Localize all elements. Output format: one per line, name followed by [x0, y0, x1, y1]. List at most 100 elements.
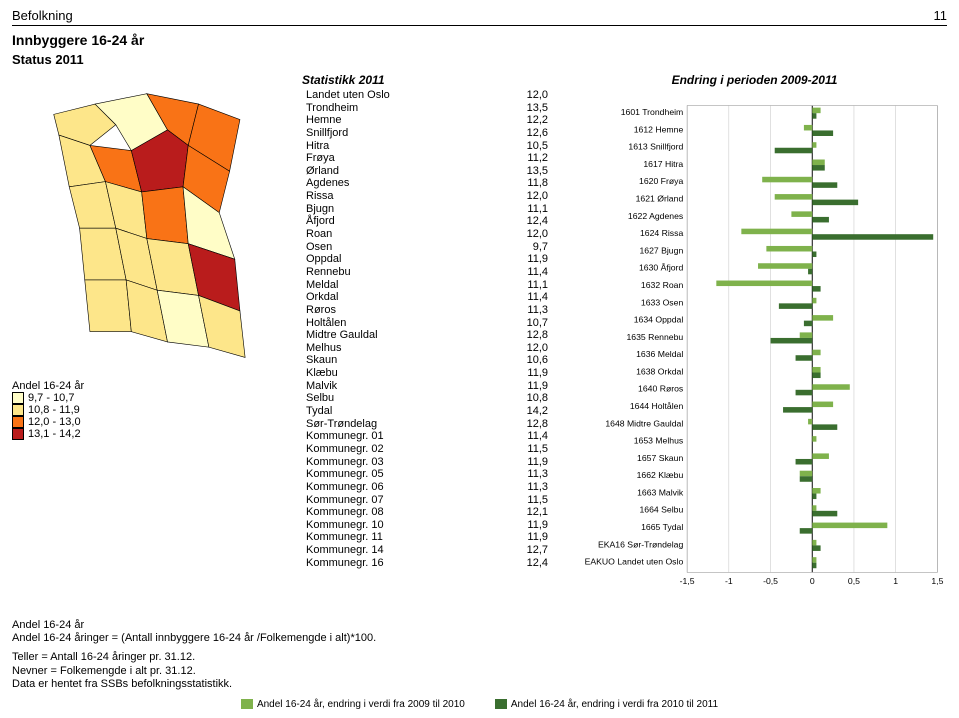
bar-s1 [791, 211, 812, 217]
table-row: Kommunegr. 0511,3 [302, 468, 552, 481]
svg-text:1,5: 1,5 [931, 576, 943, 586]
bar-s2 [812, 494, 816, 500]
svg-text:-1: -1 [725, 576, 733, 586]
stat-value: 12,0 [491, 228, 552, 241]
chart-category-label: 1635 Rennebu [626, 332, 683, 342]
table-row: Kommunegr. 1111,9 [302, 531, 552, 544]
stat-name: Rennebu [302, 266, 491, 279]
svg-text:1: 1 [893, 576, 898, 586]
bar-s2 [812, 130, 833, 136]
stat-value: 11,1 [491, 279, 552, 292]
stat-value: 11,9 [491, 456, 552, 469]
bar-s1 [812, 298, 816, 304]
table-row: Midtre Gauldal12,8 [302, 329, 552, 342]
stat-name: Rissa [302, 190, 491, 203]
table-row: Kommunegr. 0211,5 [302, 443, 552, 456]
bar-s2 [812, 217, 829, 223]
bar-chart: -1,5-1-0,500,511,51601 Trondheim1612 Hem… [562, 91, 947, 611]
bar-s2 [808, 269, 812, 275]
stat-value: 13,5 [491, 102, 552, 115]
stat-value: 11,9 [491, 253, 552, 266]
map-legend-row: 9,7 - 10,7 [12, 392, 292, 404]
map-region [85, 280, 132, 332]
chart-category-label: EKA16 Sør-Trøndelag [598, 539, 683, 549]
chart-category-label: 1624 Rissa [640, 228, 683, 238]
stat-name: Tydal [302, 405, 491, 418]
stat-name: Malvik [302, 380, 491, 393]
svg-text:0,5: 0,5 [848, 576, 860, 586]
chart-category-label: 1663 Malvik [637, 487, 684, 497]
legend-label: 10,8 - 11,9 [28, 404, 80, 416]
stat-value: 11,9 [491, 519, 552, 532]
bar-s1 [812, 384, 850, 390]
map-column: Andel 16-24 år 9,7 - 10,710,8 - 11,912,0… [12, 73, 292, 611]
chart-category-label: 1630 Åfjord [639, 263, 683, 273]
table-row: Hemne12,2 [302, 114, 552, 127]
stat-value: 10,5 [491, 140, 552, 153]
stat-name: Kommunegr. 05 [302, 468, 491, 481]
chart-legend-s2: Andel 16-24 år, endring i verdi fra 2010… [511, 699, 718, 710]
bar-s1 [812, 315, 833, 321]
stat-value: 11,5 [491, 443, 552, 456]
stats-table: Landet uten Oslo12,0Trondheim13,5Hemne12… [302, 89, 552, 569]
stat-value: 12,7 [491, 544, 552, 557]
bar-s1 [741, 229, 812, 235]
table-row: Agdenes11,8 [302, 177, 552, 190]
map-legend-row: 13,1 - 14,2 [12, 428, 292, 440]
chart-category-label: 1653 Melhus [634, 436, 684, 446]
chart-category-label: 1638 Orkdal [636, 366, 683, 376]
bar-s1 [812, 488, 820, 494]
bar-s1 [812, 453, 829, 459]
stat-name: Ørland [302, 165, 491, 178]
bar-s1 [812, 142, 816, 148]
bar-s1 [812, 557, 816, 563]
stat-name: Hemne [302, 114, 491, 127]
chart-category-label: 1613 Snillfjord [628, 142, 683, 152]
bar-s2 [812, 511, 837, 517]
bar-s1 [812, 540, 816, 546]
stat-value: 10,7 [491, 317, 552, 330]
bar-s1 [808, 419, 812, 425]
chart-category-label: 1640 Røros [638, 384, 684, 394]
stat-name: Kommunegr. 06 [302, 481, 491, 494]
stat-value: 11,2 [491, 152, 552, 165]
chart-category-label: 1636 Meldal [636, 349, 683, 359]
table-row: Trondheim13,5 [302, 102, 552, 115]
bar-s1 [812, 505, 816, 511]
bar-s1 [762, 177, 812, 183]
bar-s2 [779, 303, 812, 309]
table-row: Kommunegr. 1011,9 [302, 519, 552, 532]
stat-name: Sør-Trøndelag [302, 418, 491, 431]
chart-category-label: 1601 Trondheim [621, 107, 684, 117]
table-row: Kommunegr. 0311,9 [302, 456, 552, 469]
bar-s1 [812, 367, 820, 373]
stat-name: Bjugn [302, 203, 491, 216]
bar-s1 [812, 402, 833, 408]
chart-legend: Andel 16-24 år, endring i verdi fra 2009… [12, 699, 947, 710]
table-row: Holtålen10,7 [302, 317, 552, 330]
stat-value: 11,1 [491, 203, 552, 216]
stat-name: Kommunegr. 07 [302, 494, 491, 507]
stat-name: Osen [302, 241, 491, 254]
bar-s2 [771, 338, 813, 344]
bar-s2 [812, 182, 837, 188]
stat-name: Midtre Gauldal [302, 329, 491, 342]
note-line: Data er hentet fra SSBs befolkningsstati… [12, 678, 947, 691]
note-line: Teller = Antall 16-24 åringer pr. 31.12. [12, 651, 947, 664]
section-label: Befolkning [12, 8, 73, 23]
table-row: Bjugn11,1 [302, 203, 552, 216]
stat-value: 12,8 [491, 329, 552, 342]
chart-category-label: 1664 Selbu [639, 505, 683, 515]
stat-value: 11,5 [491, 494, 552, 507]
table-row: Kommunegr. 0711,5 [302, 494, 552, 507]
bar-s2 [812, 563, 816, 569]
stat-value: 12,0 [491, 342, 552, 355]
stat-name: Kommunegr. 10 [302, 519, 491, 532]
stat-name: Agdenes [302, 177, 491, 190]
table-row: Snillfjord12,6 [302, 127, 552, 140]
svg-text:-0,5: -0,5 [763, 576, 778, 586]
table-row: Frøya11,2 [302, 152, 552, 165]
bar-s1 [800, 471, 813, 477]
stat-name: Trondheim [302, 102, 491, 115]
bar-s2 [800, 476, 813, 482]
